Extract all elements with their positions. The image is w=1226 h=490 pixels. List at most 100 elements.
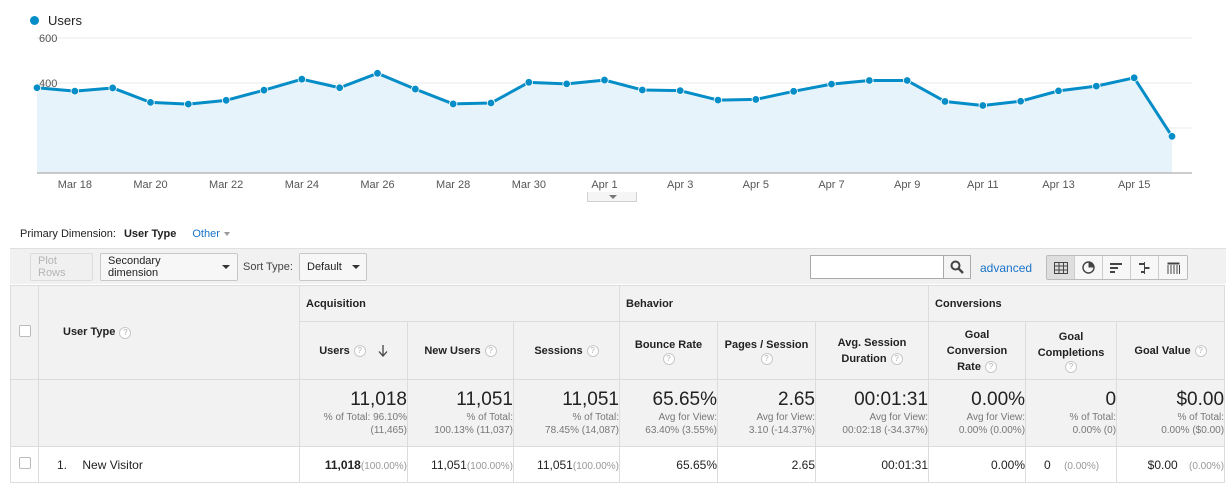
help-icon[interactable]: ? xyxy=(119,326,132,339)
help-icon[interactable]: ? xyxy=(1194,344,1207,357)
column-header-user-type[interactable]: User Type? xyxy=(38,285,300,380)
help-icon[interactable]: ? xyxy=(1065,360,1078,373)
total-goal-comp-sub1: % of Total: xyxy=(1069,412,1117,423)
data-point[interactable] xyxy=(827,79,836,89)
help-icon[interactable]: ? xyxy=(484,344,497,357)
x-tick-label: Apr 3 xyxy=(667,179,693,191)
column-header-bounce-rate[interactable]: Bounce Rate? xyxy=(619,321,718,380)
total-avg-duration-sub2: 00:02:18 (-34.37%) xyxy=(842,425,929,436)
secondary-dimension-dropdown[interactable]: Secondary dimension xyxy=(100,253,238,281)
user-type-header-label: User Type xyxy=(63,326,116,339)
data-point[interactable] xyxy=(1016,97,1025,106)
x-tick-label: Apr 13 xyxy=(1042,179,1074,191)
help-icon[interactable]: ? xyxy=(890,352,903,365)
row-goal-comp-value: 0 xyxy=(1044,457,1051,472)
data-point[interactable] xyxy=(940,97,950,106)
table-view-button[interactable] xyxy=(1047,256,1075,279)
total-sessions: 11,051 % of Total: 78.45% (14,087) xyxy=(513,379,620,447)
total-new-users: 11,051 % of Total: 100.13% (11,037) xyxy=(407,379,514,447)
column-header-goal-value[interactable]: Goal Value? xyxy=(1116,321,1226,380)
data-point[interactable] xyxy=(184,99,193,109)
row-goal-conversion-rate: 0.00% xyxy=(928,446,1027,483)
sort-type-dropdown[interactable]: Default xyxy=(299,253,367,281)
data-point[interactable] xyxy=(1054,86,1063,96)
table-search-input[interactable] xyxy=(810,255,945,279)
data-point[interactable] xyxy=(335,83,344,92)
total-goal-value-sub1: % of Total: xyxy=(1177,412,1225,423)
pivot-view-button[interactable] xyxy=(1159,256,1187,279)
goal-comp-header-line1: Goal xyxy=(1058,330,1084,343)
sort-descending-icon xyxy=(378,344,388,357)
x-tick-label: Apr 9 xyxy=(894,179,920,191)
data-point[interactable] xyxy=(600,75,609,85)
chevron-down-icon xyxy=(222,265,230,269)
data-point[interactable] xyxy=(70,86,80,96)
comparison-view-button[interactable] xyxy=(1131,256,1159,279)
group-header-conversions: Conversions xyxy=(928,285,1226,322)
data-point[interactable] xyxy=(675,86,685,95)
data-point[interactable] xyxy=(751,95,761,104)
pie-view-button[interactable] xyxy=(1075,256,1103,279)
data-point[interactable] xyxy=(789,87,798,96)
x-tick-label: Mar 20 xyxy=(133,179,167,191)
column-header-pages-session[interactable]: Pages / Session? xyxy=(717,321,816,380)
data-point[interactable] xyxy=(108,83,117,93)
select-all-checkbox[interactable] xyxy=(18,325,31,337)
primary-dimension-bar: Primary Dimension: User Type Other xyxy=(20,228,230,240)
data-point[interactable] xyxy=(638,85,647,95)
totals-label-cell xyxy=(38,379,300,447)
data-point[interactable] xyxy=(713,95,723,105)
x-tick-label: Apr 11 xyxy=(967,179,999,191)
column-header-users[interactable]: Users? xyxy=(299,321,408,380)
row-user-type-link[interactable]: New Visitor xyxy=(82,457,143,472)
data-point[interactable] xyxy=(411,84,420,94)
data-point[interactable] xyxy=(1129,73,1139,83)
data-point[interactable] xyxy=(32,83,42,92)
help-icon[interactable]: ? xyxy=(662,352,675,365)
data-point[interactable] xyxy=(448,99,458,109)
row-checkbox[interactable] xyxy=(18,457,31,469)
primary-dimension-other[interactable]: Other xyxy=(192,228,230,240)
row-users-value: 11,018 xyxy=(324,457,361,472)
data-point[interactable] xyxy=(524,78,534,87)
total-sessions-sub2: 78.45% (14,087) xyxy=(545,425,619,436)
help-icon[interactable]: ? xyxy=(984,360,997,373)
chart-collapse-toggle[interactable] xyxy=(587,192,637,202)
x-tick-label: Apr 1 xyxy=(591,179,617,191)
column-header-sessions[interactable]: Sessions? xyxy=(513,321,620,380)
total-sessions-sub1: % of Total: xyxy=(572,412,619,423)
search-button[interactable] xyxy=(943,255,971,279)
total-pages-session: 2.65 Avg for View: 3.10 (-14.37%) xyxy=(717,379,816,447)
plot-rows-button[interactable]: Plot Rows xyxy=(30,253,93,281)
total-pages-session-sub1: Avg for View: xyxy=(756,412,815,423)
x-tick-label: Mar 22 xyxy=(209,179,243,191)
data-point[interactable] xyxy=(259,85,269,95)
help-icon[interactable]: ? xyxy=(760,352,773,365)
data-point[interactable] xyxy=(978,101,988,110)
data-point[interactable] xyxy=(562,79,571,89)
data-point[interactable] xyxy=(146,98,155,107)
data-point[interactable] xyxy=(486,98,496,108)
data-point[interactable] xyxy=(1167,132,1177,141)
column-header-goal-completions[interactable]: Goal Completions ? xyxy=(1025,321,1118,380)
data-point[interactable] xyxy=(373,69,382,78)
series-area xyxy=(37,73,1172,173)
row-new-users-pct: (100.00%) xyxy=(466,460,513,472)
total-goal-value-sub2: 0.00% ($0.00) xyxy=(1161,425,1225,436)
column-header-goal-conversion-rate[interactable]: Goal Conversion Rate? xyxy=(928,321,1027,380)
search-icon xyxy=(950,260,964,274)
performance-view-button[interactable] xyxy=(1103,256,1131,279)
help-icon[interactable]: ? xyxy=(353,344,366,357)
data-point[interactable] xyxy=(1092,81,1101,91)
primary-dimension-user-type[interactable]: User Type xyxy=(123,228,177,240)
data-point[interactable] xyxy=(297,74,307,84)
column-header-new-users[interactable]: New Users? xyxy=(407,321,514,380)
advanced-filter-link[interactable]: advanced xyxy=(980,261,1033,275)
data-point[interactable] xyxy=(221,96,231,105)
data-point[interactable] xyxy=(865,76,874,85)
total-goal-conv-sub2: 0.00% (0.00%) xyxy=(958,425,1026,436)
help-icon[interactable]: ? xyxy=(586,344,599,357)
goal-value-header-label: Goal Value xyxy=(1134,344,1191,357)
data-point[interactable] xyxy=(902,76,912,85)
column-header-avg-session-duration[interactable]: Avg. Session Duration? xyxy=(814,321,930,380)
